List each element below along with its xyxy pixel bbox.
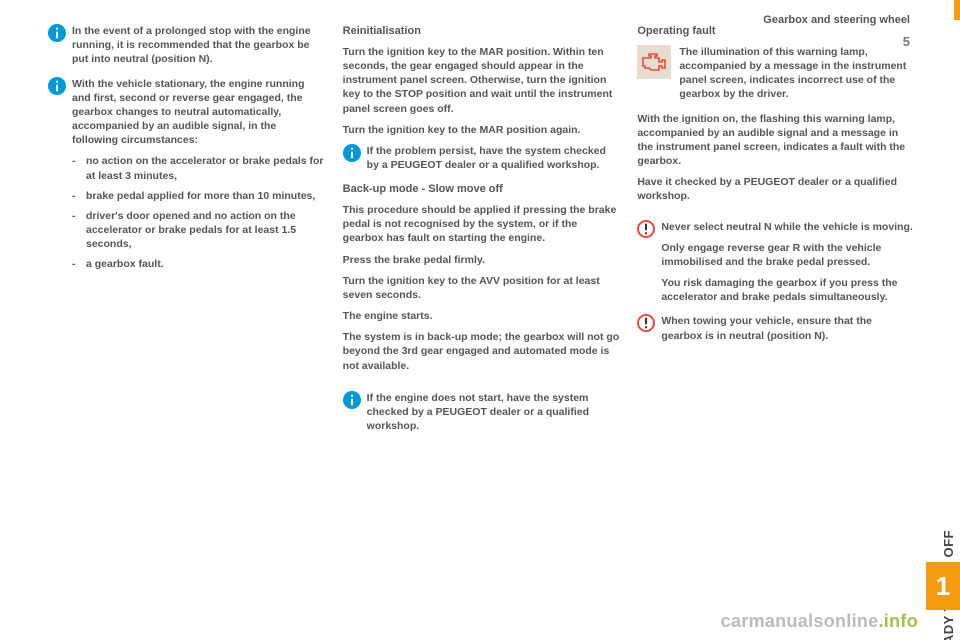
fault-block: The illumination of this warning lamp, a… bbox=[637, 45, 914, 102]
body-text: With the ignition on, the flashing this … bbox=[637, 112, 914, 169]
note-text: In the event of a prolonged stop with th… bbox=[72, 24, 325, 67]
warning-block: When towing your vehicle, ensure that th… bbox=[637, 314, 914, 342]
bullet-list: no action on the accelerator or brake pe… bbox=[72, 154, 325, 271]
warning-text: Never select neutral N while the vehicle… bbox=[661, 220, 914, 234]
body-text: The engine starts. bbox=[343, 309, 620, 323]
info-icon bbox=[48, 24, 66, 42]
list-item: brake pedal applied for more than 10 min… bbox=[72, 189, 325, 203]
body-text: Turn the ignition key to the AVV positio… bbox=[343, 274, 620, 302]
heading: Operating fault bbox=[637, 24, 914, 39]
body-text: Turn the ignition key to the MAR positio… bbox=[343, 45, 620, 116]
fault-text: The illumination of this warning lamp, a… bbox=[679, 45, 914, 102]
page: Gearbox and steering wheel 5 In the even… bbox=[0, 0, 960, 640]
chapter-badge: 1 bbox=[926, 562, 960, 610]
info-block: With the vehicle stationary, the engine … bbox=[48, 77, 325, 272]
body-text: This procedure should be applied if pres… bbox=[343, 203, 620, 246]
side-strip: READY TO SET OFF 1 bbox=[926, 0, 960, 640]
body-text: The system is in back-up mode; the gearb… bbox=[343, 330, 620, 373]
column-right: Operating fault The illumination of this… bbox=[637, 24, 914, 628]
watermark: carmanualsonline.info bbox=[721, 611, 918, 632]
body-text: Have it checked by a PEUGEOT dealer or a… bbox=[637, 175, 914, 203]
list-item: no action on the accelerator or brake pe… bbox=[72, 154, 325, 182]
warning-icon bbox=[637, 314, 655, 332]
warning-text: Only engage reverse gear R with the vehi… bbox=[661, 241, 914, 269]
note-text: If the problem persist, have the system … bbox=[367, 144, 620, 172]
info-block: If the problem persist, have the system … bbox=[343, 144, 620, 172]
heading: Back-up mode - Slow move off bbox=[343, 182, 620, 197]
content-area: In the event of a prolonged stop with th… bbox=[0, 0, 926, 640]
engine-warning-icon bbox=[637, 45, 671, 79]
note-text: With the vehicle stationary, the engine … bbox=[72, 77, 325, 148]
warning-text: When towing your vehicle, ensure that th… bbox=[661, 314, 914, 342]
warning-icon bbox=[637, 220, 655, 238]
info-block: If the engine does not start, have the s… bbox=[343, 391, 620, 434]
info-icon bbox=[343, 391, 361, 409]
column-middle: Reinitialisation Turn the ignition key t… bbox=[343, 24, 620, 628]
top-tab bbox=[954, 0, 960, 20]
list-item: a gearbox fault. bbox=[72, 257, 325, 271]
watermark-main: carmanualsonline bbox=[721, 611, 879, 631]
body-text: Press the brake pedal firmly. bbox=[343, 253, 620, 267]
info-icon bbox=[48, 77, 66, 95]
section-title: Gearbox and steering wheel bbox=[763, 14, 910, 26]
note-text: If the engine does not start, have the s… bbox=[367, 391, 620, 434]
info-block: In the event of a prolonged stop with th… bbox=[48, 24, 325, 67]
info-icon bbox=[343, 144, 361, 162]
list-item: driver's door opened and no action on th… bbox=[72, 209, 325, 252]
watermark-suffix: .info bbox=[879, 611, 919, 631]
body-text: Turn the ignition key to the MAR positio… bbox=[343, 123, 620, 137]
column-left: In the event of a prolonged stop with th… bbox=[48, 24, 325, 628]
heading: Reinitialisation bbox=[343, 24, 620, 39]
warning-block: Never select neutral N while the vehicle… bbox=[637, 220, 914, 305]
warning-text: You risk damaging the gearbox if you pre… bbox=[661, 276, 914, 304]
